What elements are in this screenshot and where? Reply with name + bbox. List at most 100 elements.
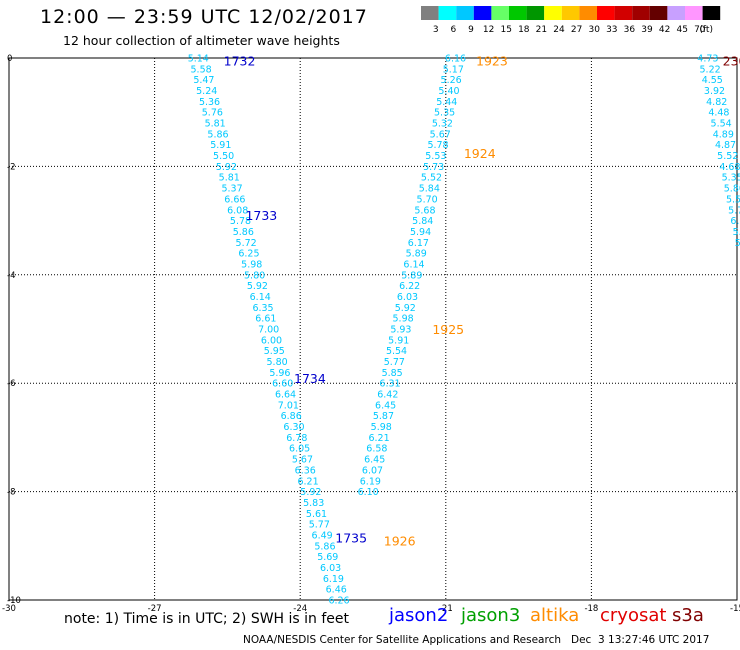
map-title: 12:00 — 23:59 UTC 12/02/2017 — [40, 6, 368, 28]
pass-time-label: 1923 — [476, 54, 508, 69]
wave-height-value: 5.76 — [202, 108, 223, 119]
legend-label: 12 — [483, 25, 494, 35]
pass-time-label: 1924 — [464, 146, 496, 161]
wave-height-value: 5.67 — [735, 238, 740, 249]
footnote: note: 1) Time is in UTC; 2) SWH is in fe… — [64, 611, 350, 627]
legend-label: 15 — [500, 25, 511, 35]
wave-height-value: 5.03 — [733, 227, 740, 238]
wave-height-value: 6.25 — [238, 249, 259, 260]
wave-height-value: 5.80 — [267, 357, 288, 368]
wave-height-value: 6.08 — [227, 205, 248, 216]
legend-swatch — [473, 6, 492, 20]
wave-height-value: 5.84 — [412, 216, 433, 227]
wave-height-value: 6.58 — [366, 444, 387, 455]
wave-height-value: 5.98 — [371, 422, 392, 433]
track-s3a: 4.735.224.553.924.824.485.544.894.875.52… — [697, 54, 740, 249]
lon-tick-label: -30 — [2, 604, 16, 614]
wave-height-value: 5.54 — [711, 119, 732, 130]
legend-swatch — [597, 6, 615, 20]
legend-label: 30 — [588, 25, 600, 35]
pass-time-label: 1735 — [335, 531, 367, 546]
wave-height-value: 6.66 — [224, 194, 245, 205]
legend-label: 36 — [624, 25, 636, 35]
wave-height-value: 5.50 — [213, 151, 234, 162]
wave-height-value: 5.61 — [306, 509, 327, 520]
wave-height-value: 4.87 — [715, 140, 736, 151]
wave-height-value: 6.21 — [368, 433, 389, 444]
satellite-jason3: jason3 — [461, 605, 521, 626]
wave-height-value: 5.35 — [434, 108, 455, 119]
wave-height-value: 5.77 — [309, 520, 330, 531]
legend-swatch — [685, 6, 703, 20]
legend-swatch — [544, 6, 562, 20]
wave-height-value: 4.48 — [708, 108, 729, 119]
wave-height-value: 3.92 — [704, 86, 725, 97]
wave-height-value: 4.68 — [719, 162, 740, 173]
wave-height-value: 6.35 — [252, 303, 273, 314]
wave-height-value: 5.35 — [722, 173, 740, 184]
wave-height-value: 5.91 — [388, 335, 409, 346]
wave-height-value: 6.00 — [261, 335, 282, 346]
wave-height-value: 5.36 — [199, 97, 220, 108]
wave-height-value: 5.47 — [193, 75, 214, 86]
legend-label: 6 — [451, 25, 457, 35]
satellite-cryosat: cryosat — [600, 605, 667, 626]
lat-tick-label: -6 — [7, 379, 15, 389]
wave-height-value: 5.92 — [247, 281, 268, 292]
lat-tick-label: -4 — [7, 271, 15, 281]
wave-height-value: 5.98 — [241, 259, 262, 270]
wave-height-value: 5.72 — [236, 238, 257, 249]
color-legend: 3 6 9 12 15 18 21 24 27 30 33 36 39 42 45 70(ft) — [421, 6, 721, 35]
satellite-tracks: 5.145.585.475.245.365.765.815.865.915.50… — [188, 54, 740, 607]
wave-height-value: 5.91 — [210, 140, 231, 151]
wave-height-value: 5.81 — [205, 119, 226, 130]
wave-height-value: 5.44 — [436, 97, 457, 108]
wave-height-value: 5.93 — [390, 325, 411, 336]
wave-height-value: 5.26 — [441, 75, 462, 86]
map-subtitle: 12 hour collection of altimeter wave hei… — [63, 33, 340, 48]
wave-height-value: 5.69 — [317, 552, 338, 563]
wave-height-value: 6.22 — [399, 281, 420, 292]
wave-height-value: 4.89 — [713, 129, 734, 140]
wave-height-value: 5.89 — [401, 270, 422, 281]
pass-time-label: 230 — [723, 54, 740, 69]
lon-tick-label: -24 — [293, 604, 307, 614]
axis-ticks: -30 -27 -24 -21 -18 -15 0 -2 -4 -6 -8 -10 — [2, 54, 740, 614]
wave-height-value: 5.73 — [423, 162, 444, 173]
wave-height-value: 6.30 — [283, 422, 304, 433]
pass-time-label: 1925 — [432, 322, 464, 337]
satellite-jason2: jason2 — [389, 605, 449, 626]
legend-swatch — [421, 6, 439, 20]
lon-tick-label: -15 — [730, 604, 740, 614]
wave-height-value: 6.60 — [272, 379, 293, 390]
wave-height-value: 5.67 — [430, 129, 451, 140]
wave-height-value: 6.64 — [275, 390, 296, 401]
pass-time-label: 1926 — [384, 533, 416, 548]
legend-swatch — [561, 6, 580, 20]
map-grid — [8, 57, 738, 601]
wave-height-value: 5.32 — [432, 119, 453, 130]
legend-label: 24 — [553, 25, 565, 35]
wave-height-value: 6.46 — [326, 585, 347, 596]
wave-height-value: 4.73 — [697, 54, 718, 65]
map-frame — [8, 57, 738, 601]
wave-height-value: 6.86 — [281, 411, 302, 422]
pass-time-label: 1734 — [294, 371, 326, 386]
wave-height-value: 5.89 — [406, 249, 427, 260]
wave-height-value: 6.45 — [364, 455, 385, 466]
wave-height-value: 5.54 — [726, 194, 740, 205]
wave-height-value: 5.22 — [700, 64, 721, 75]
lat-tick-label: -10 — [7, 596, 21, 606]
lat-tick-label: -2 — [7, 162, 15, 172]
wave-height-value: 5.92 — [300, 487, 321, 498]
legend-swatch — [649, 6, 668, 20]
wave-height-value: 6.14 — [403, 259, 424, 270]
credit-line: NOAA/NESDIS Center for Satellite Applica… — [243, 634, 709, 646]
pass-time-label: 1733 — [245, 208, 277, 223]
wave-height-value: 5.77 — [384, 357, 405, 368]
wave-height-value: 5.87 — [373, 411, 394, 422]
wave-height-value: 6.07 — [362, 465, 383, 476]
pass-time-label: 1732 — [224, 54, 256, 69]
wave-height-value: 6.05 — [289, 444, 310, 455]
